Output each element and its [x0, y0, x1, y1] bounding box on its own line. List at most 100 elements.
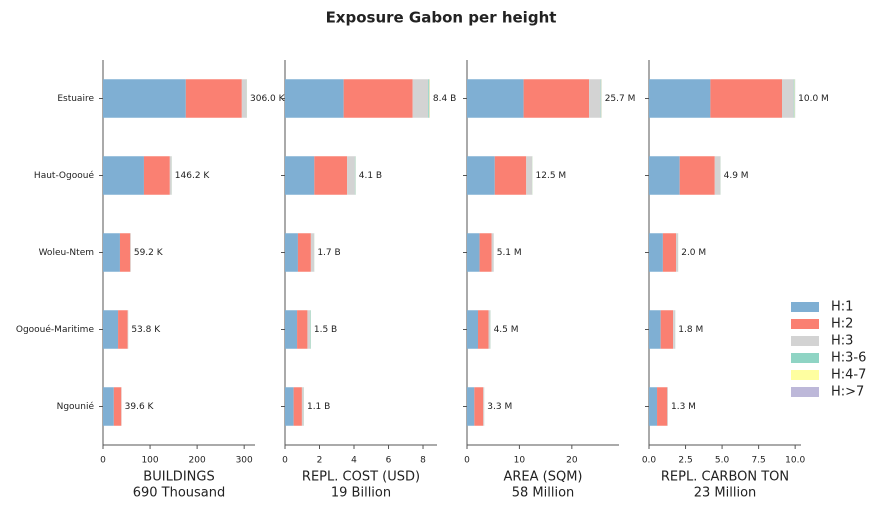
- total-label: 1.7 B: [317, 248, 340, 258]
- total-label: 8.4 B: [433, 94, 456, 104]
- total-label: 5.1 M: [497, 248, 522, 258]
- total-label: 1.5 B: [314, 325, 337, 335]
- x-tick-label: 10: [514, 456, 526, 466]
- bar-segment: [241, 79, 247, 118]
- bar-segment: [662, 233, 677, 272]
- total-label: 1.1 B: [307, 402, 330, 412]
- bar-segment: [589, 79, 601, 118]
- x-tick-label: 4: [351, 456, 357, 466]
- bar-segment: [297, 310, 308, 349]
- total-label: 39.6 K: [125, 402, 155, 412]
- bar-segment: [673, 310, 676, 349]
- bar-segment: [301, 387, 304, 426]
- bar-segment: [467, 156, 495, 195]
- x-tick-label: 10.0: [785, 456, 805, 466]
- bar-segment: [297, 233, 311, 272]
- x-axis-sublabel: 19 Billion: [331, 486, 391, 501]
- bar-segment: [649, 156, 680, 195]
- bar-segment: [710, 79, 782, 118]
- bar-segment: [649, 310, 661, 349]
- bar-segment: [483, 387, 485, 426]
- bar-segment: [293, 387, 302, 426]
- y-tick-label: Ngounié: [57, 401, 95, 412]
- total-label: 4.9 M: [724, 171, 749, 181]
- bar-segment: [523, 79, 590, 118]
- bar-segment: [676, 233, 679, 272]
- x-tick-label: 20: [566, 456, 578, 466]
- legend-swatch: [791, 387, 819, 397]
- bar-segment: [285, 233, 298, 272]
- bar-segment: [119, 233, 131, 272]
- legend-label: H:1: [831, 300, 853, 315]
- bar-segment: [185, 79, 242, 118]
- y-tick-label: Haut-Ogooué: [34, 170, 95, 181]
- legend-label: H:2: [831, 317, 853, 332]
- bar-segment: [657, 387, 668, 426]
- x-tick-label: 200: [189, 456, 206, 466]
- bar-segment: [285, 387, 294, 426]
- x-axis-label: BUILDINGS: [143, 470, 214, 485]
- y-tick-label: Woleu-Ntem: [39, 248, 94, 258]
- bar-segment: [488, 310, 491, 349]
- total-label: 4.1 B: [359, 171, 382, 181]
- bar-segment: [793, 79, 795, 118]
- x-tick-label: 100: [141, 456, 158, 466]
- total-label: 25.7 M: [605, 94, 636, 104]
- figure-title: Exposure Gabon per height: [326, 9, 557, 27]
- legend-swatch: [791, 353, 819, 363]
- bar-segment: [474, 387, 484, 426]
- bar-segment: [467, 310, 479, 349]
- total-label: 306.0 K: [250, 94, 286, 104]
- legend-swatch: [791, 319, 819, 329]
- total-label: 1.8 M: [678, 325, 703, 335]
- bar-segment: [285, 156, 315, 195]
- x-tick-label: 7.5: [751, 456, 765, 466]
- bar-segment: [428, 79, 430, 118]
- legend-label: H:4-7: [831, 368, 866, 383]
- bar-segment: [526, 156, 532, 195]
- bar-segment: [143, 156, 170, 195]
- x-tick-label: 5.0: [715, 456, 730, 466]
- legend-label: H:3: [831, 334, 853, 349]
- bar-segment: [478, 310, 489, 349]
- bar-segment: [103, 310, 119, 349]
- total-label: 3.3 M: [487, 402, 512, 412]
- bar-segment: [103, 233, 120, 272]
- bar-segment: [714, 156, 721, 195]
- bar-segment: [467, 233, 480, 272]
- x-tick-label: 0: [464, 456, 470, 466]
- x-axis-sublabel: 23 Million: [694, 486, 757, 501]
- x-tick-label: 0.0: [642, 456, 657, 466]
- x-axis-label: REPL. COST (USD): [302, 470, 420, 485]
- bar-segment: [679, 156, 715, 195]
- x-tick-label: 8: [420, 456, 426, 466]
- bar-segment: [307, 310, 311, 349]
- y-tick-label: Ogooué-Maritime: [16, 324, 95, 335]
- total-label: 2.0 M: [681, 248, 706, 258]
- total-label: 10.0 M: [798, 94, 829, 104]
- x-axis-label: AREA (SQM): [503, 470, 582, 485]
- bar-segment: [660, 310, 674, 349]
- bar-segment: [491, 233, 494, 272]
- bar-segment: [113, 387, 122, 426]
- total-label: 4.5 M: [494, 325, 519, 335]
- x-axis-label: REPL. CARBON TON: [661, 470, 789, 485]
- bar-segment: [649, 233, 663, 272]
- legend-label: H:>7: [831, 385, 864, 400]
- x-axis-sublabel: 690 Thousand: [133, 486, 226, 501]
- x-tick-label: 0: [282, 456, 288, 466]
- legend-label: H:3-6: [831, 351, 866, 366]
- bar-segment: [103, 79, 186, 118]
- x-axis-sublabel: 58 Million: [512, 486, 575, 501]
- bar-segment: [285, 310, 298, 349]
- bar-segment: [314, 156, 348, 195]
- bar-segment: [169, 156, 172, 195]
- bar-segment: [310, 233, 314, 272]
- x-tick-label: 2: [317, 456, 323, 466]
- bar-segment: [467, 79, 524, 118]
- x-tick-label: 2.5: [678, 456, 692, 466]
- x-tick-label: 0: [100, 456, 106, 466]
- bar-segment: [782, 79, 794, 118]
- legend-swatch: [791, 302, 819, 312]
